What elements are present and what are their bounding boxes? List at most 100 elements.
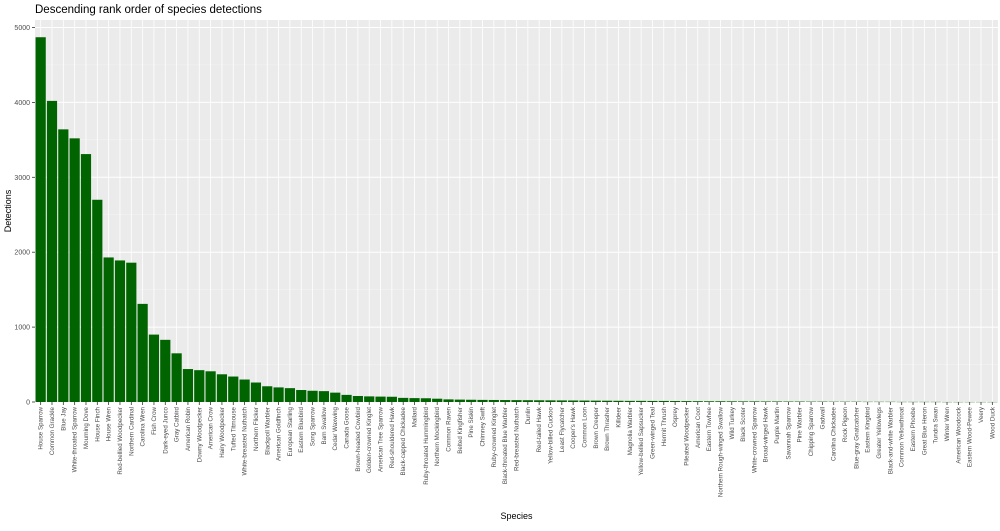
x-tick-label: Common Raven	[446, 406, 453, 451]
bar	[466, 400, 476, 402]
x-tick-label: Magnolia Warbler	[627, 407, 634, 455]
bar	[613, 401, 623, 402]
x-tick-label: Northern Cardinal	[128, 407, 135, 456]
x-tick-label: Hermit Thrush	[661, 406, 668, 446]
x-tick-label: Tufted Titmouse	[230, 406, 237, 451]
x-tick-label: Cedar Waxwing	[332, 406, 339, 450]
bar	[409, 398, 419, 402]
x-tick-label: Red-tailed Hawk	[536, 406, 543, 452]
x-tick-label: House Wren	[106, 406, 113, 441]
x-tick-label: Eastern Wood-Pewee	[967, 406, 974, 467]
x-tick-label: Carolina Chickadee	[831, 406, 838, 461]
x-tick-label: Greater Yellowlegs	[876, 407, 883, 459]
bar	[715, 401, 725, 402]
x-tick-label: Chipping Sparrow	[808, 406, 815, 456]
x-tick-label: Least Flycatcher	[559, 407, 566, 452]
bar	[194, 370, 204, 402]
bar	[749, 401, 759, 402]
chart-title: Descending rank order of species detecti…	[35, 4, 262, 16]
x-tick-label: Fish Crow	[151, 406, 158, 434]
y-tick-label: 3000	[14, 175, 30, 182]
y-tick-label: 4000	[14, 100, 30, 107]
x-tick-label: Golden-crowned Kinglet	[366, 407, 373, 473]
bar	[545, 400, 555, 402]
bar	[228, 377, 238, 402]
x-tick-label: Black-throated Blue Warbler	[502, 407, 509, 484]
bar	[217, 374, 227, 402]
x-tick-label: Yellow-billed Cuckoo	[547, 406, 554, 463]
x-tick-label: Belted Kingfisher	[457, 407, 464, 454]
bar	[625, 401, 635, 402]
x-tick-label: Mallard	[412, 406, 419, 427]
bar	[534, 400, 544, 402]
bar	[523, 400, 533, 402]
bar	[511, 400, 521, 402]
x-tick-label: Brown Creeper	[593, 407, 600, 449]
bar	[273, 387, 283, 402]
x-tick-label: Ruby-throated Hummingbird	[423, 406, 430, 484]
x-tick-label: Pileated Woodpecker	[683, 407, 690, 466]
x-tick-label: Brown Thrasher	[604, 407, 611, 451]
bar	[47, 101, 57, 402]
bar	[183, 369, 193, 402]
x-tick-label: American Goldfinch	[276, 406, 283, 461]
x-tick-label: Wood Duck	[989, 406, 996, 439]
bar	[500, 400, 510, 402]
x-tick-label: White-breasted Nuthatch	[242, 406, 249, 475]
x-tick-label: White-crowned Sparrow	[751, 406, 758, 473]
y-tick-label: 5000	[14, 25, 30, 32]
bar	[772, 401, 782, 402]
bar	[160, 340, 170, 402]
x-tick-label: Eastern Bluebird	[298, 406, 305, 452]
x-tick-label: Blue-gray Gnatcatcher	[853, 407, 860, 469]
x-tick-label: White-throated Sparrow	[72, 406, 79, 472]
y-tick-label: 0	[26, 400, 30, 407]
bar	[364, 396, 374, 402]
x-tick-label: Northern Flicker	[253, 407, 260, 451]
bar	[296, 390, 306, 402]
x-tick-label: Ruby-crowned Kinglet	[491, 407, 498, 468]
bar	[36, 37, 46, 402]
x-tick-label: Chimney Swift	[480, 407, 487, 447]
bar	[489, 400, 499, 402]
y-axis-label: Detections	[3, 189, 13, 232]
bar	[647, 401, 657, 402]
bar	[432, 399, 442, 402]
y-tick-label: 1000	[14, 325, 30, 332]
x-tick-label: Pine Warbler	[797, 407, 804, 443]
x-tick-label: Killdeer	[615, 407, 622, 428]
x-tick-label: Green-winged Teal	[649, 407, 656, 459]
x-tick-label: Northern Mockingbird	[434, 406, 441, 466]
bar	[104, 257, 114, 402]
x-tick-label: Black-and-white Warbler	[887, 407, 894, 474]
x-tick-label: Song Sparrow	[310, 406, 317, 446]
bar	[81, 154, 91, 402]
x-tick-label: Eastern Towhee	[706, 406, 713, 451]
x-tick-label: Tundra Swan	[933, 406, 940, 443]
x-tick-label: Downy Woodpecker	[196, 407, 203, 462]
x-tick-label: European Starling	[287, 406, 294, 456]
bar	[172, 353, 182, 402]
bar	[70, 138, 80, 402]
x-tick-label: Brown-headed Cowbird	[355, 406, 362, 471]
bar	[659, 401, 669, 402]
x-tick-label: Blue Jay	[60, 406, 67, 431]
bar	[126, 263, 136, 402]
x-tick-label: Dunlin	[525, 406, 532, 424]
bar	[398, 398, 408, 402]
x-tick-label: Savannah Sparrow	[785, 406, 792, 459]
bar	[602, 401, 612, 402]
bar	[115, 260, 125, 402]
x-tick-label: Dark-eyed Junco	[162, 406, 169, 453]
bar	[239, 380, 249, 402]
x-tick-label: Canada Goose	[344, 406, 351, 448]
bar	[285, 388, 295, 402]
x-tick-label: House Finch	[94, 406, 101, 441]
bar	[421, 398, 431, 402]
x-tick-label: Gray Catbird	[174, 406, 181, 442]
bar	[727, 401, 737, 402]
bar	[738, 401, 748, 402]
